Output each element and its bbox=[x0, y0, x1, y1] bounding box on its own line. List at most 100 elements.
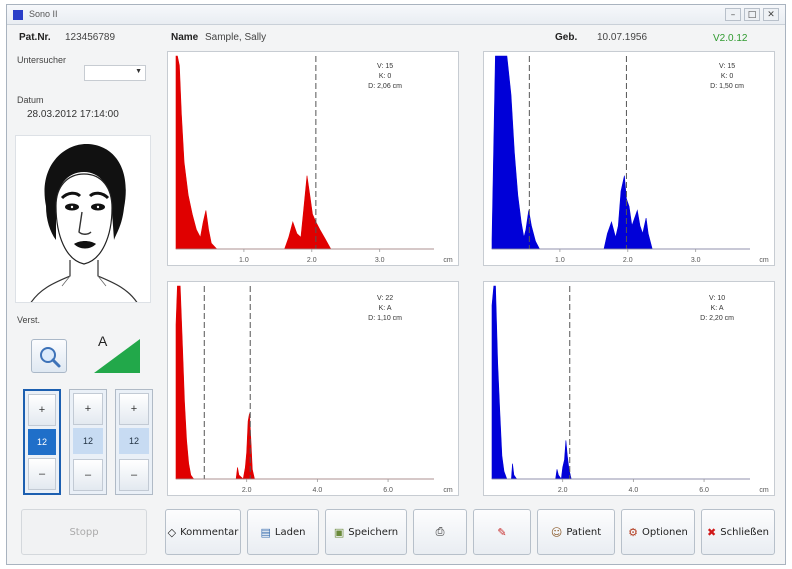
plot-canvas: 2.0 4.0 6.0 cm bbox=[175, 285, 453, 494]
eraser-icon: ✎ bbox=[497, 525, 507, 539]
scan-plot-bottom-left[interactable]: 2.0 4.0 6.0 cm V: 22 K: A D: 1,10 cm bbox=[167, 281, 459, 496]
save-icon: ▣ bbox=[333, 525, 345, 539]
patient-button[interactable]: ☺ Patient bbox=[537, 509, 615, 555]
close-button[interactable]: ✕ bbox=[763, 8, 779, 21]
annotation-line: D: 1,10 cm bbox=[368, 315, 402, 322]
annotation-line: D: 2,06 cm bbox=[368, 83, 402, 90]
echo-trace bbox=[491, 55, 750, 250]
close-label: Schließen bbox=[720, 526, 769, 538]
gain-stepper-2: + 12 – bbox=[69, 389, 107, 495]
gain-increase-button[interactable]: + bbox=[73, 393, 103, 425]
options-button[interactable]: ⚙ Optionen bbox=[621, 509, 695, 555]
gain-ramp-icon bbox=[94, 339, 140, 373]
gain-decrease-button[interactable]: – bbox=[73, 459, 103, 491]
comment-button[interactable]: ◇ Kommentar bbox=[165, 509, 241, 555]
annotation-line: K: A bbox=[710, 305, 724, 312]
annotation-line: V: 15 bbox=[719, 63, 736, 70]
x-tick-label: 2.0 bbox=[558, 487, 568, 494]
minimize-button[interactable]: – bbox=[725, 8, 741, 21]
app-icon bbox=[13, 10, 23, 20]
save-button[interactable]: ▣ Speichern bbox=[325, 509, 407, 555]
plot-annotation: V: 15 K: 0 D: 1,50 cm bbox=[710, 62, 744, 92]
gain-value[interactable]: 12 bbox=[119, 428, 149, 454]
save-label: Speichern bbox=[348, 526, 399, 538]
x-tick-label: 4.0 bbox=[313, 487, 323, 494]
x-tick-label: 2.0 bbox=[307, 257, 317, 264]
plot-canvas: 1.0 2.0 3.0 cm bbox=[491, 55, 769, 264]
x-tick-label: 1.0 bbox=[555, 257, 565, 264]
plot-canvas: 2.0 4.0 6.0 cm bbox=[491, 285, 769, 494]
x-tick-label: 6.0 bbox=[383, 487, 393, 494]
echo-trace bbox=[175, 285, 434, 480]
close-app-button[interactable]: ✖ Schließen bbox=[701, 509, 775, 555]
x-unit-label: cm bbox=[443, 257, 453, 264]
x-tick-label: 1.0 bbox=[239, 257, 249, 264]
bottom-toolbar: Stopp ◇ Kommentar ▤ Laden ▣ Speichern ⎙ … bbox=[7, 503, 785, 563]
patient-header: Pat.Nr. 123456789 Name Sample, Sally Geb… bbox=[7, 26, 785, 48]
window-controls: – □ ✕ bbox=[725, 8, 779, 21]
window-title: Sono II bbox=[29, 9, 58, 19]
scan-plot-top-left[interactable]: 1.0 2.0 3.0 cm V: 15 K: 0 D: 2,06 cm bbox=[167, 51, 459, 266]
patient-face-illustration bbox=[15, 135, 151, 303]
patient-number-label: Pat.Nr. bbox=[19, 32, 51, 43]
gain-increase-button[interactable]: + bbox=[119, 393, 149, 425]
plot-annotation: V: 15 K: 0 D: 2,06 cm bbox=[368, 62, 402, 92]
annotation-line: D: 1,50 cm bbox=[710, 83, 744, 90]
maximize-button[interactable]: □ bbox=[744, 8, 760, 21]
date-label: Datum bbox=[17, 95, 44, 105]
patient-number-value: 123456789 bbox=[65, 32, 116, 43]
title-bar: Sono II – □ ✕ bbox=[7, 5, 785, 25]
plot-canvas: 1.0 2.0 3.0 cm bbox=[175, 55, 453, 264]
patient-icon: ☺ bbox=[550, 525, 563, 539]
patient-label: Patient bbox=[566, 526, 602, 538]
zoom-button[interactable] bbox=[31, 339, 67, 373]
x-tick-label: 6.0 bbox=[699, 487, 709, 494]
annotation-line: K: 0 bbox=[378, 73, 392, 80]
gain-decrease-button[interactable]: – bbox=[119, 459, 149, 491]
dob-value: 10.07.1956 bbox=[597, 32, 648, 43]
print-button[interactable]: ⎙ bbox=[413, 509, 467, 555]
face-icon bbox=[30, 144, 138, 302]
date-value: 28.03.2012 17:14:00 bbox=[27, 109, 119, 120]
load-button[interactable]: ▤ Laden bbox=[247, 509, 319, 555]
scan-plot-top-right[interactable]: 1.0 2.0 3.0 cm V: 15 K: 0 D: 1,50 cm bbox=[483, 51, 775, 266]
gain-label: Verst. bbox=[17, 315, 41, 325]
x-tick-label: 3.0 bbox=[691, 257, 701, 264]
comment-label: Kommentar bbox=[180, 526, 239, 538]
x-unit-label: cm bbox=[759, 257, 769, 264]
annotation-line: V: 15 bbox=[377, 63, 394, 70]
x-tick-label: 4.0 bbox=[629, 487, 639, 494]
app-window: Sono II – □ ✕ Pat.Nr. 123456789 Name Sam… bbox=[6, 4, 786, 565]
left-panel: Untersucher ▼ Datum 28.03.2012 17:14:00 bbox=[9, 49, 155, 499]
gain-decrease-button[interactable]: – bbox=[28, 458, 56, 490]
stop-button[interactable]: Stopp bbox=[21, 509, 147, 555]
plot-annotation: V: 22 K: A D: 1,10 cm bbox=[368, 294, 402, 324]
annotation-line: K: A bbox=[378, 305, 392, 312]
erase-button[interactable]: ✎ bbox=[473, 509, 531, 555]
x-tick-label: 2.0 bbox=[623, 257, 633, 264]
scan-plot-bottom-right[interactable]: 2.0 4.0 6.0 cm V: 10 K: A D: 2,20 cm bbox=[483, 281, 775, 496]
annotation-line: V: 22 bbox=[377, 295, 394, 302]
gain-value[interactable]: 12 bbox=[73, 428, 103, 454]
stop-label: Stopp bbox=[69, 526, 99, 538]
annotation-line: K: 0 bbox=[720, 73, 734, 80]
options-label: Optionen bbox=[642, 526, 688, 538]
examiner-label: Untersucher bbox=[17, 55, 67, 65]
annotation-line: D: 2,20 cm bbox=[700, 315, 734, 322]
gain-increase-button[interactable]: + bbox=[28, 394, 56, 426]
options-icon: ⚙ bbox=[628, 525, 638, 539]
x-unit-label: cm bbox=[759, 487, 769, 494]
name-label: Name bbox=[171, 32, 199, 43]
printer-icon: ⎙ bbox=[435, 525, 445, 538]
version-label: V2.0.12 bbox=[713, 33, 748, 44]
gain-value[interactable]: 12 bbox=[28, 429, 56, 455]
comment-icon: ◇ bbox=[167, 525, 177, 539]
magnifier-icon bbox=[40, 347, 61, 368]
folder-open-icon: ▤ bbox=[260, 525, 271, 539]
x-tick-label: 2.0 bbox=[242, 487, 252, 494]
name-value: Sample, Sally bbox=[205, 32, 267, 43]
chevron-down-icon: ▼ bbox=[135, 68, 142, 75]
examiner-dropdown[interactable]: ▼ bbox=[84, 65, 146, 81]
plot-annotation: V: 10 K: A D: 2,20 cm bbox=[700, 294, 734, 324]
gain-stepper-3: + 12 – bbox=[115, 389, 153, 495]
